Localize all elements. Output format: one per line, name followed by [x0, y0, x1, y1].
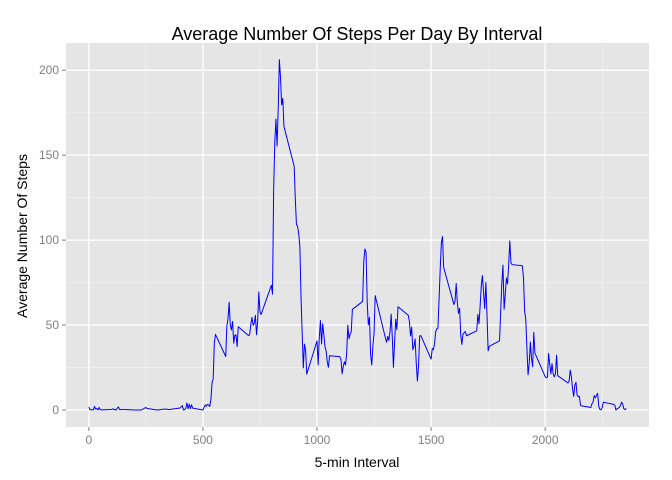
x-tick-label: 1000	[304, 433, 331, 447]
average-steps-line	[88, 59, 627, 411]
chart-title: Average Number Of Steps Per Day By Inter…	[172, 24, 543, 44]
plot-panel	[66, 43, 649, 427]
x-tick-label: 2000	[532, 433, 559, 447]
major-gridlines	[66, 43, 649, 427]
x-tick-label: 1500	[418, 433, 445, 447]
y-tick-label: 150	[39, 148, 59, 162]
y-tick-label: 200	[39, 63, 59, 77]
x-tick-label: 500	[193, 433, 213, 447]
y-tick-label: 50	[46, 318, 60, 332]
x-axis-ticks: 0 500 1000 1500 2000	[85, 427, 559, 447]
x-axis-title: 5-min Interval	[315, 454, 400, 470]
y-axis-ticks: 0 50 100 150 200	[39, 63, 66, 417]
y-tick-label: 100	[39, 233, 59, 247]
x-tick-label: 0	[85, 433, 92, 447]
y-tick-label: 0	[52, 403, 59, 417]
y-axis-title: Average Number Of Steps	[14, 154, 30, 318]
